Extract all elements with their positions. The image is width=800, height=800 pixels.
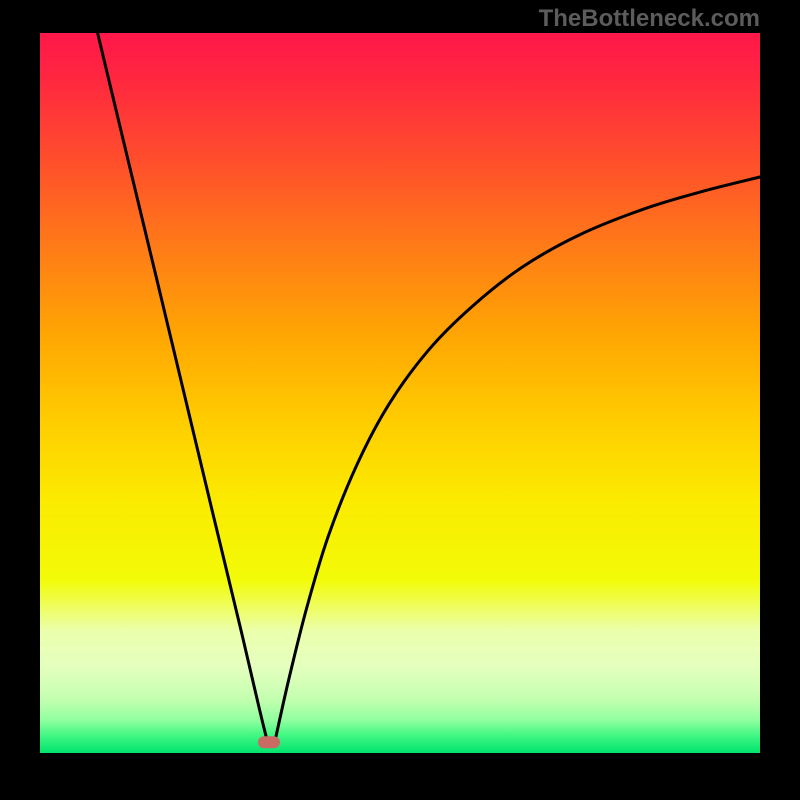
plot-svg [0, 0, 800, 800]
optimal-point-marker [258, 736, 280, 748]
plot-background [40, 33, 760, 753]
chart-stage: TheBottleneck.com [0, 0, 800, 800]
attribution-text: TheBottleneck.com [539, 5, 760, 33]
